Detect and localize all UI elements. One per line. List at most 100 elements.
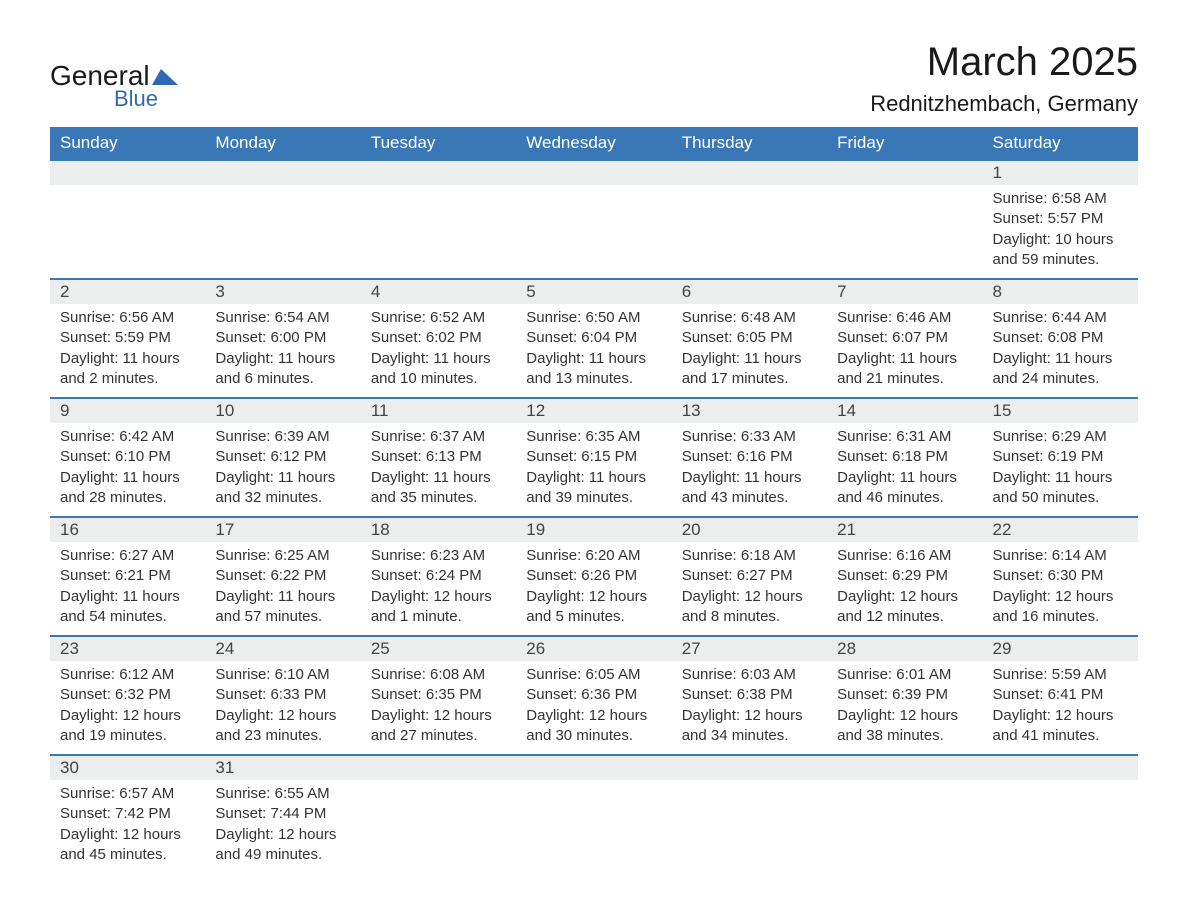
day-number: 14 — [827, 398, 982, 423]
month-title: March 2025 — [870, 40, 1138, 85]
day-number: 7 — [827, 279, 982, 304]
day-detail: Sunrise: 6:01 AMSunset: 6:39 PMDaylight:… — [827, 661, 982, 755]
day-detail: Sunrise: 6:52 AMSunset: 6:02 PMDaylight:… — [361, 304, 516, 398]
day-detail — [672, 780, 827, 873]
day-number — [50, 160, 205, 185]
day-detail — [50, 185, 205, 279]
day-header: Sunday — [50, 127, 205, 160]
day-detail: Sunrise: 6:56 AMSunset: 5:59 PMDaylight:… — [50, 304, 205, 398]
day-number: 17 — [205, 517, 360, 542]
day-detail: Sunrise: 6:33 AMSunset: 6:16 PMDaylight:… — [672, 423, 827, 517]
day-number — [516, 160, 671, 185]
day-number — [827, 160, 982, 185]
day-detail: Sunrise: 6:29 AMSunset: 6:19 PMDaylight:… — [983, 423, 1138, 517]
day-detail — [361, 185, 516, 279]
daynum-row: 23242526272829 — [50, 636, 1138, 661]
day-number: 8 — [983, 279, 1138, 304]
day-number: 18 — [361, 517, 516, 542]
day-detail: Sunrise: 6:44 AMSunset: 6:08 PMDaylight:… — [983, 304, 1138, 398]
day-detail: Sunrise: 6:48 AMSunset: 6:05 PMDaylight:… — [672, 304, 827, 398]
day-header: Thursday — [672, 127, 827, 160]
day-number: 5 — [516, 279, 671, 304]
day-detail: Sunrise: 6:25 AMSunset: 6:22 PMDaylight:… — [205, 542, 360, 636]
daynum-row: 16171819202122 — [50, 517, 1138, 542]
title-block: March 2025 Rednitzhembach, Germany — [870, 40, 1138, 117]
detail-row: Sunrise: 6:58 AMSunset: 5:57 PMDaylight:… — [50, 185, 1138, 279]
day-number — [983, 755, 1138, 780]
day-detail: Sunrise: 6:39 AMSunset: 6:12 PMDaylight:… — [205, 423, 360, 517]
day-number — [672, 755, 827, 780]
day-detail: Sunrise: 6:23 AMSunset: 6:24 PMDaylight:… — [361, 542, 516, 636]
day-detail: Sunrise: 6:16 AMSunset: 6:29 PMDaylight:… — [827, 542, 982, 636]
day-header: Saturday — [983, 127, 1138, 160]
day-header: Friday — [827, 127, 982, 160]
detail-row: Sunrise: 6:27 AMSunset: 6:21 PMDaylight:… — [50, 542, 1138, 636]
day-number: 19 — [516, 517, 671, 542]
day-detail: Sunrise: 6:18 AMSunset: 6:27 PMDaylight:… — [672, 542, 827, 636]
day-number — [205, 160, 360, 185]
daynum-row: 3031 — [50, 755, 1138, 780]
day-detail: Sunrise: 6:08 AMSunset: 6:35 PMDaylight:… — [361, 661, 516, 755]
day-detail: Sunrise: 6:50 AMSunset: 6:04 PMDaylight:… — [516, 304, 671, 398]
day-detail: Sunrise: 6:46 AMSunset: 6:07 PMDaylight:… — [827, 304, 982, 398]
day-number: 30 — [50, 755, 205, 780]
day-number: 10 — [205, 398, 360, 423]
day-number: 15 — [983, 398, 1138, 423]
day-number: 29 — [983, 636, 1138, 661]
day-number: 1 — [983, 160, 1138, 185]
day-number — [361, 160, 516, 185]
day-detail: Sunrise: 6:14 AMSunset: 6:30 PMDaylight:… — [983, 542, 1138, 636]
day-number: 21 — [827, 517, 982, 542]
detail-row: Sunrise: 6:57 AMSunset: 7:42 PMDaylight:… — [50, 780, 1138, 873]
day-header: Wednesday — [516, 127, 671, 160]
day-number: 13 — [672, 398, 827, 423]
day-detail: Sunrise: 6:27 AMSunset: 6:21 PMDaylight:… — [50, 542, 205, 636]
day-number: 28 — [827, 636, 982, 661]
detail-row: Sunrise: 6:42 AMSunset: 6:10 PMDaylight:… — [50, 423, 1138, 517]
day-detail: Sunrise: 6:31 AMSunset: 6:18 PMDaylight:… — [827, 423, 982, 517]
day-detail — [516, 185, 671, 279]
day-detail: Sunrise: 6:55 AMSunset: 7:44 PMDaylight:… — [205, 780, 360, 873]
day-number: 25 — [361, 636, 516, 661]
day-number: 31 — [205, 755, 360, 780]
day-detail: Sunrise: 6:58 AMSunset: 5:57 PMDaylight:… — [983, 185, 1138, 279]
logo-text-blue: Blue — [114, 86, 158, 112]
page-header: General Blue March 2025 Rednitzhembach, … — [50, 40, 1138, 117]
day-detail: Sunrise: 6:37 AMSunset: 6:13 PMDaylight:… — [361, 423, 516, 517]
daynum-row: 2345678 — [50, 279, 1138, 304]
daynum-row: 1 — [50, 160, 1138, 185]
day-number: 22 — [983, 517, 1138, 542]
day-number — [516, 755, 671, 780]
day-detail: Sunrise: 6:20 AMSunset: 6:26 PMDaylight:… — [516, 542, 671, 636]
day-detail: Sunrise: 6:42 AMSunset: 6:10 PMDaylight:… — [50, 423, 205, 517]
day-detail — [205, 185, 360, 279]
calendar-table: Sunday Monday Tuesday Wednesday Thursday… — [50, 127, 1138, 873]
location-label: Rednitzhembach, Germany — [870, 91, 1138, 117]
day-detail: Sunrise: 6:12 AMSunset: 6:32 PMDaylight:… — [50, 661, 205, 755]
day-number: 6 — [672, 279, 827, 304]
day-detail: Sunrise: 6:54 AMSunset: 6:00 PMDaylight:… — [205, 304, 360, 398]
day-detail — [827, 185, 982, 279]
day-detail: Sunrise: 6:03 AMSunset: 6:38 PMDaylight:… — [672, 661, 827, 755]
day-header: Monday — [205, 127, 360, 160]
day-detail — [361, 780, 516, 873]
day-header-row: Sunday Monday Tuesday Wednesday Thursday… — [50, 127, 1138, 160]
day-number: 24 — [205, 636, 360, 661]
day-detail — [672, 185, 827, 279]
day-header: Tuesday — [361, 127, 516, 160]
day-number: 26 — [516, 636, 671, 661]
day-detail: Sunrise: 6:57 AMSunset: 7:42 PMDaylight:… — [50, 780, 205, 873]
day-number: 9 — [50, 398, 205, 423]
day-detail: Sunrise: 6:35 AMSunset: 6:15 PMDaylight:… — [516, 423, 671, 517]
day-number: 16 — [50, 517, 205, 542]
day-number: 20 — [672, 517, 827, 542]
day-detail: Sunrise: 6:05 AMSunset: 6:36 PMDaylight:… — [516, 661, 671, 755]
day-number — [672, 160, 827, 185]
day-number: 3 — [205, 279, 360, 304]
day-number — [827, 755, 982, 780]
daynum-row: 9101112131415 — [50, 398, 1138, 423]
day-number — [361, 755, 516, 780]
logo-shape-icon — [152, 65, 178, 85]
logo: General Blue — [50, 60, 178, 112]
day-detail — [516, 780, 671, 873]
